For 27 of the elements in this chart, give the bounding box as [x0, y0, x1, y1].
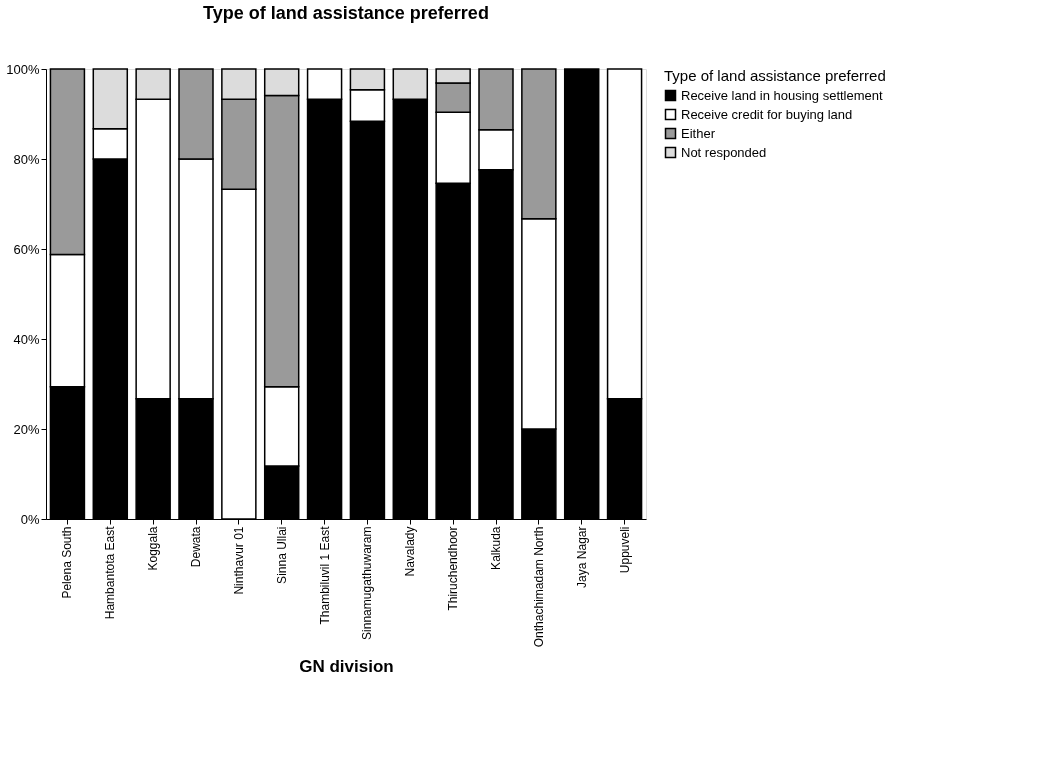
x-tick-label: Jaya Nagar [574, 526, 589, 588]
y-tick-label: 80% [13, 151, 40, 167]
x-tick-label: Thambiluvil 1 East [317, 525, 332, 625]
legend-label: Receive land in housing settlement [681, 87, 884, 103]
chart-title: Type of land assistance preferred [203, 3, 489, 23]
y-tick-label: 100% [6, 61, 40, 77]
x-tick-label: Hambantota East [103, 525, 118, 620]
legend-label: Either [681, 125, 716, 141]
x-tick-label: Pelena South [60, 526, 75, 599]
legend-label: Not responded [681, 144, 767, 160]
x-axis-title: GN division [299, 657, 394, 677]
x-tick-label: Sinnamugathuwaram [360, 526, 375, 640]
x-tick-label: Navalady [403, 526, 418, 577]
y-tick-label: 60% [13, 241, 40, 257]
y-tick-label: 0% [20, 511, 40, 527]
x-tick-label: Kalkuda [489, 526, 503, 570]
y-tick-label: 20% [13, 421, 40, 437]
x-tick-label: Uppuveli [617, 526, 632, 574]
x-tick-label: Ninthavur 01 [231, 526, 246, 595]
x-tick-label: Koggala [146, 526, 161, 571]
legend-label: Receive credit for buying land [681, 106, 853, 122]
x-tick-label: Dewata [189, 526, 203, 568]
x-tick-label: Thiruchendhoor [446, 526, 461, 611]
x-tick-label: Sinna Ullai [274, 526, 289, 584]
y-tick-label: 40% [13, 331, 40, 347]
x-tick-label: Onthachimadam North [531, 526, 546, 648]
legend-title: Type of land assistance preferred [664, 67, 886, 84]
